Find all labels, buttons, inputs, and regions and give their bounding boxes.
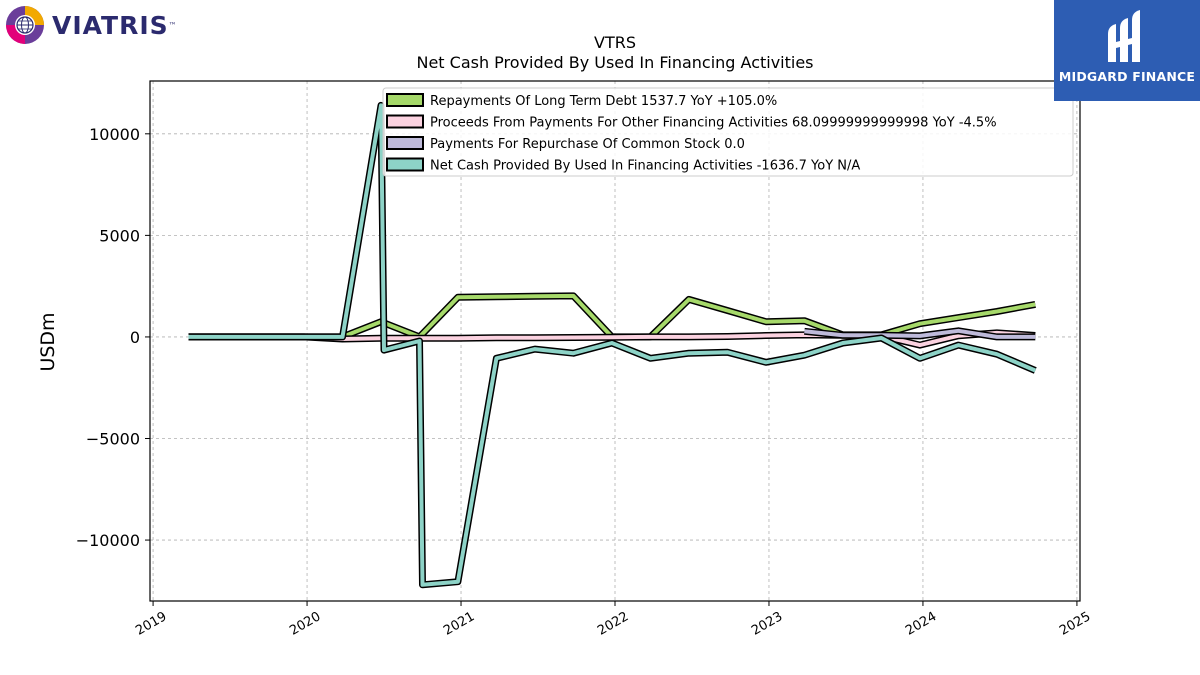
series-lines	[188, 101, 1037, 589]
series-outline-1	[188, 292, 1036, 341]
x-tick-label: 2022	[595, 609, 631, 639]
legend-swatch-2	[386, 114, 424, 129]
legend-label-1: Repayments Of Long Term Debt 1537.7 YoY …	[430, 94, 777, 109]
series-line-4	[188, 103, 1037, 587]
x-tick-label: 2021	[441, 609, 477, 639]
trademark-symbol: ™	[168, 20, 177, 30]
x-tick-label: 2023	[749, 609, 785, 639]
viatris-logo: VIATRIS ™	[4, 4, 177, 46]
legend-swatch-4	[386, 157, 424, 172]
globe-icon	[6, 6, 44, 44]
viatris-wordmark: VIATRIS	[52, 10, 169, 40]
midgard-finance-logo: MIDGARD FINANCE	[1054, 0, 1200, 101]
legend-label-2: Proceeds From Payments For Other Financi…	[430, 116, 997, 131]
axis-ticks: −10000 −5000 0 5000 10000 2019 2020 2021 2022 202…	[76, 125, 1094, 639]
y-tick-label: −10000	[76, 531, 140, 550]
x-tick-label: 2020	[287, 609, 323, 639]
chart-subtitle: Net Cash Provided By Used In Financing A…	[416, 53, 813, 72]
midgard-emblem-icon	[1108, 10, 1140, 62]
legend-label-4: Net Cash Provided By Used In Financing A…	[430, 159, 860, 174]
y-tick-label: −5000	[86, 430, 140, 449]
chart-title: VTRS	[594, 33, 636, 52]
legend-swatch-1	[386, 93, 424, 107]
series-line-1	[188, 293, 1036, 339]
x-tick-label: 2025	[1057, 609, 1093, 639]
series-line-3	[804, 328, 1036, 339]
legend: Repayments Of Long Term Debt 1537.7 YoY …	[382, 87, 1074, 177]
midgard-wordmark: MIDGARD FINANCE	[1058, 69, 1196, 84]
x-tick-label: 2024	[903, 609, 939, 639]
legend-box	[382, 87, 1074, 177]
y-tick-label: 10000	[89, 125, 140, 144]
legend-swatch-3	[386, 136, 424, 150]
y-tick-label: 0	[130, 328, 140, 347]
x-tick-label: 2019	[133, 609, 169, 639]
legend-label-3: Payments For Repurchase Of Common Stock …	[430, 137, 745, 152]
y-tick-label: 5000	[99, 226, 140, 245]
y-axis-label: USDm	[37, 312, 59, 371]
